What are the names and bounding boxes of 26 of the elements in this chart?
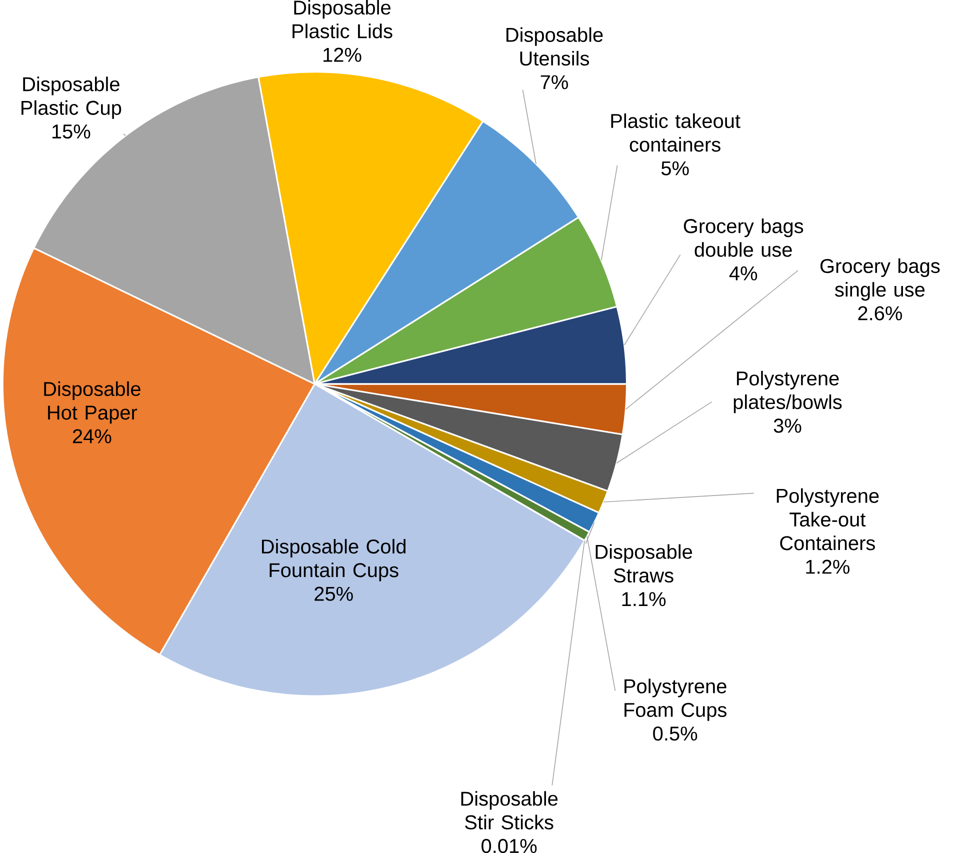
data-label: 3% xyxy=(774,418,802,433)
data-label: 5% xyxy=(661,161,689,176)
data-label: 24% xyxy=(72,429,112,444)
slice-label: Polystyrene Foam Cups xyxy=(624,678,726,721)
slice-label: Plastic takeout containers xyxy=(611,113,740,152)
slice-label: Disposable Plastic Lids xyxy=(292,0,392,38)
slice-label: Disposable Stir Sticks xyxy=(461,791,558,830)
slice-label: Polystyrene plates/bowls xyxy=(734,370,842,414)
slice-label: Disposable Hot Paper xyxy=(44,381,140,424)
data-label: 0.5% xyxy=(653,726,698,741)
slice-label: Polystyrene Take-out Containers xyxy=(776,488,879,550)
data-label: 1.2% xyxy=(806,560,850,574)
data-label: 12% xyxy=(324,48,362,62)
slice-label: Disposable Plastic Cup xyxy=(22,76,122,119)
data-label: 0.01% xyxy=(482,838,537,853)
slice-label: Disposable Straws xyxy=(596,544,692,583)
slice-label: Grocery bags single use xyxy=(820,258,940,301)
data-label: 4% xyxy=(729,266,758,280)
slice-label: Disposable Cold Fountain Cups xyxy=(262,538,406,582)
data-label: 15% xyxy=(52,124,90,139)
data-label: 2.6% xyxy=(858,306,902,320)
slice-label: Grocery bags double use xyxy=(684,218,804,257)
data-label: 7% xyxy=(540,75,568,90)
slice-label: Disposable Utensils xyxy=(506,27,603,66)
data-label: 25% xyxy=(314,586,353,601)
data-label: 1.1% xyxy=(622,592,666,606)
